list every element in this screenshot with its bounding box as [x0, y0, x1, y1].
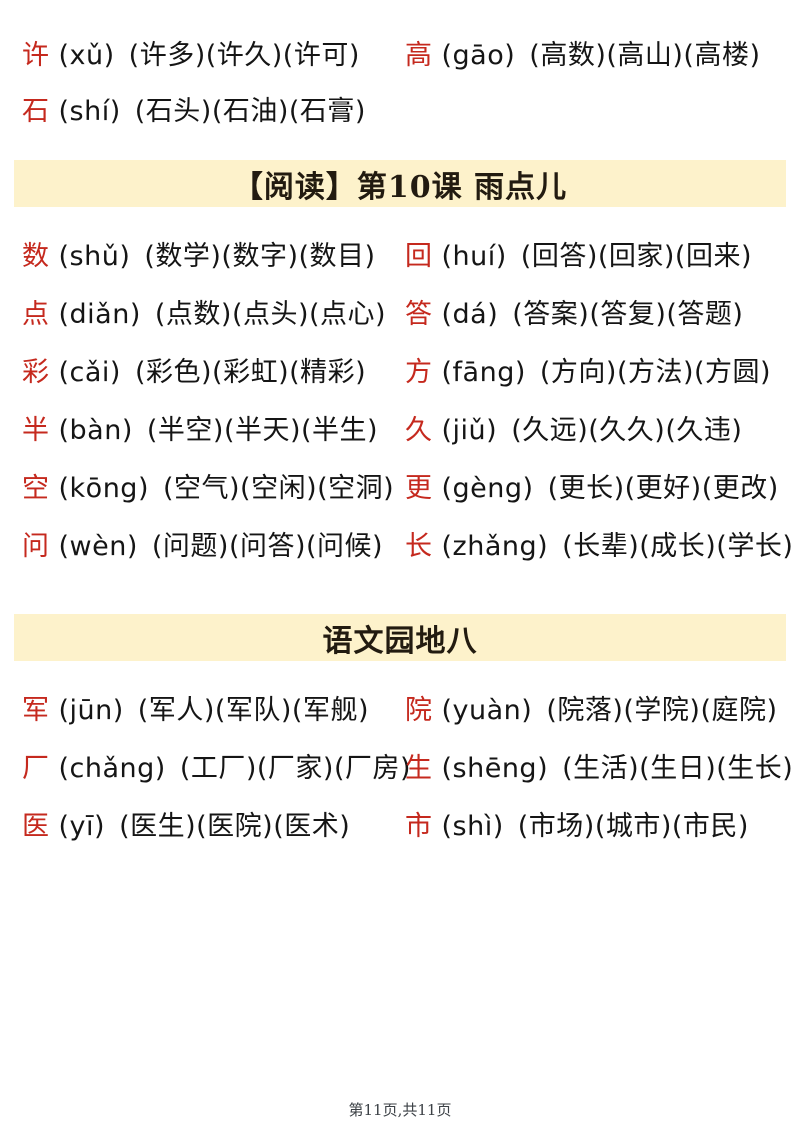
hanzi-char: 彩 — [22, 357, 50, 388]
vocab-row: 许 (xǔ) (许多)(许久)(许可) 高 (gāo) (高数)(高山)(高楼) — [22, 33, 778, 71]
compound-words: (久远)(久久)(久违) — [511, 415, 743, 446]
pinyin: (jiǔ) — [441, 415, 498, 446]
pinyin: (shì) — [441, 811, 504, 842]
compound-words: (高数)(高山)(高楼) — [529, 40, 761, 71]
vocab-entry: 高 (gāo) (高数)(高山)(高楼) — [405, 33, 778, 72]
pinyin: (shēng) — [441, 753, 549, 784]
pinyin: (jūn) — [58, 695, 124, 726]
hanzi-char: 方 — [405, 357, 433, 388]
pinyin: (diǎn) — [58, 299, 141, 330]
hanzi-char: 半 — [22, 415, 50, 446]
vocab-entry: 院 (yuàn) (院落)(学院)(庭院) — [405, 688, 778, 727]
hanzi-char: 厂 — [22, 753, 50, 784]
hanzi-char: 点 — [22, 299, 50, 330]
vocab-entry: 答 (dá) (答案)(答复)(答题) — [405, 292, 778, 331]
vocab-entry: 石 (shí) (石头)(石油)(石膏) — [22, 89, 405, 128]
vocab-entry: 空 (kōng) (空气)(空闲)(空洞) — [22, 466, 405, 505]
hanzi-char: 答 — [405, 299, 433, 330]
pinyin: (yuàn) — [441, 695, 533, 726]
vocab-entry: 久 (jiǔ) (久远)(久久)(久违) — [405, 408, 778, 447]
pinyin: (fāng) — [441, 357, 526, 388]
hanzi-char: 市 — [405, 811, 433, 842]
hanzi-char: 回 — [405, 241, 433, 272]
vocab-entry: 厂 (chǎng) (工厂)(厂家)(厂房) — [22, 746, 411, 785]
compound-words: (长辈)(成长)(学长) — [562, 531, 794, 562]
section-banner-lesson: 【阅读】第10课 雨点儿 — [14, 160, 786, 207]
vocab-entry: 问 (wèn) (问题)(问答)(问候) — [22, 524, 405, 563]
vocab-entry: 医 (yī) (医生)(医院)(医术) — [22, 804, 405, 843]
compound-words: (军人)(军队)(军舰) — [137, 695, 369, 726]
pinyin: (kōng) — [58, 473, 149, 504]
compound-words: (石头)(石油)(石膏) — [134, 96, 366, 127]
vocab-row: 石 (shí) (石头)(石油)(石膏) — [22, 89, 778, 127]
vocab-entry: 半 (bàn) (半空)(半天)(半生) — [22, 408, 405, 447]
pinyin: (bàn) — [58, 415, 133, 446]
vocab-entry: 彩 (cǎi) (彩色)(彩虹)(精彩) — [22, 350, 405, 389]
pinyin: (shǔ) — [58, 241, 131, 272]
pinyin: (gāo) — [441, 40, 516, 71]
vocab-entry: 方 (fāng) (方向)(方法)(方圆) — [405, 350, 778, 389]
pinyin: (chǎng) — [58, 753, 166, 784]
vocab-row: 军 (jūn) (军人)(军队)(军舰) 院 (yuàn) (院落)(学院)(庭… — [22, 688, 778, 726]
pinyin: (wèn) — [58, 531, 138, 562]
section-banner-garden: 语文园地八 — [14, 614, 786, 661]
compound-words: (回答)(回家)(回来) — [520, 241, 752, 272]
vocab-row: 问 (wèn) (问题)(问答)(问候) 长 (zhǎng) (长辈)(成长)(… — [22, 524, 793, 562]
vocab-entry: 市 (shì) (市场)(城市)(市民) — [405, 804, 778, 843]
pinyin: (shí) — [58, 96, 121, 127]
compound-words: (彩色)(彩虹)(精彩) — [134, 357, 367, 388]
vocab-row: 医 (yī) (医生)(医院)(医术) 市 (shì) (市场)(城市)(市民) — [22, 804, 778, 842]
page-number: 第11页,共11页 — [348, 1101, 452, 1119]
vocab-row: 彩 (cǎi) (彩色)(彩虹)(精彩) 方 (fāng) (方向)(方法)(方… — [22, 350, 778, 388]
hanzi-char: 院 — [405, 695, 433, 726]
compound-words: (数学)(数字)(数目) — [144, 241, 376, 272]
compound-words: (问题)(问答)(问候) — [151, 531, 384, 562]
hanzi-char: 许 — [22, 40, 50, 71]
pinyin: (cǎi) — [58, 357, 121, 388]
compound-words: (医生)(医院)(医术) — [119, 811, 351, 842]
vocab-row: 数 (shǔ) (数学)(数字)(数目) 回 (huí) (回答)(回家)(回来… — [22, 234, 778, 272]
vocab-entry: 许 (xǔ) (许多)(许久)(许可) — [22, 33, 405, 72]
vocab-entry: 回 (huí) (回答)(回家)(回来) — [405, 234, 778, 273]
hanzi-char: 数 — [22, 241, 50, 272]
hanzi-char: 生 — [405, 753, 433, 784]
compound-words: (院落)(学院)(庭院) — [546, 695, 778, 726]
pinyin: (dá) — [441, 299, 499, 330]
compound-words: (工厂)(厂家)(厂房) — [179, 753, 412, 784]
hanzi-char: 更 — [405, 473, 433, 504]
compound-words: (方向)(方法)(方圆) — [539, 357, 772, 388]
hanzi-char: 石 — [22, 96, 50, 127]
pinyin: (huí) — [441, 241, 507, 272]
compound-words: (空气)(空闲)(空洞) — [162, 473, 395, 504]
pinyin: (zhǎng) — [441, 531, 549, 562]
vocab-row: 半 (bàn) (半空)(半天)(半生) 久 (jiǔ) (久远)(久久)(久违… — [22, 408, 778, 446]
compound-words: (答案)(答复)(答题) — [512, 299, 744, 330]
compound-words: (许多)(许久)(许可) — [128, 40, 360, 71]
vocab-entry: 更 (gèng) (更长)(更好)(更改) — [405, 466, 779, 505]
vocab-entry: 数 (shǔ) (数学)(数字)(数目) — [22, 234, 405, 273]
vocab-row: 空 (kōng) (空气)(空闲)(空洞) 更 (gèng) (更长)(更好)(… — [22, 466, 778, 504]
compound-words: (市场)(城市)(市民) — [517, 811, 749, 842]
hanzi-char: 空 — [22, 473, 50, 504]
compound-words: (更长)(更好)(更改) — [547, 473, 779, 504]
hanzi-char: 长 — [405, 531, 433, 562]
pinyin: (yī) — [58, 811, 106, 842]
vocab-entry: 点 (diǎn) (点数)(点头)(点心) — [22, 292, 405, 331]
vocab-entry: 军 (jūn) (军人)(军队)(军舰) — [22, 688, 405, 727]
vocab-entry: 长 (zhǎng) (长辈)(成长)(学长) — [405, 524, 793, 563]
hanzi-char: 久 — [405, 415, 433, 446]
vocab-row: 点 (diǎn) (点数)(点头)(点心) 答 (dá) (答案)(答复)(答题… — [22, 292, 778, 330]
hanzi-char: 高 — [405, 40, 433, 71]
compound-words: (生活)(生日)(生长) — [562, 753, 794, 784]
pinyin: (xǔ) — [58, 40, 115, 71]
pinyin: (gèng) — [441, 473, 534, 504]
hanzi-char: 军 — [22, 695, 50, 726]
vocab-entry: 生 (shēng) (生活)(生日)(生长) — [405, 746, 793, 785]
vocab-row: 厂 (chǎng) (工厂)(厂家)(厂房) 生 (shēng) (生活)(生日… — [22, 746, 793, 784]
compound-words: (点数)(点头)(点心) — [154, 299, 387, 330]
hanzi-char: 医 — [22, 811, 50, 842]
compound-words: (半空)(半天)(半生) — [146, 415, 379, 446]
hanzi-char: 问 — [22, 531, 50, 562]
